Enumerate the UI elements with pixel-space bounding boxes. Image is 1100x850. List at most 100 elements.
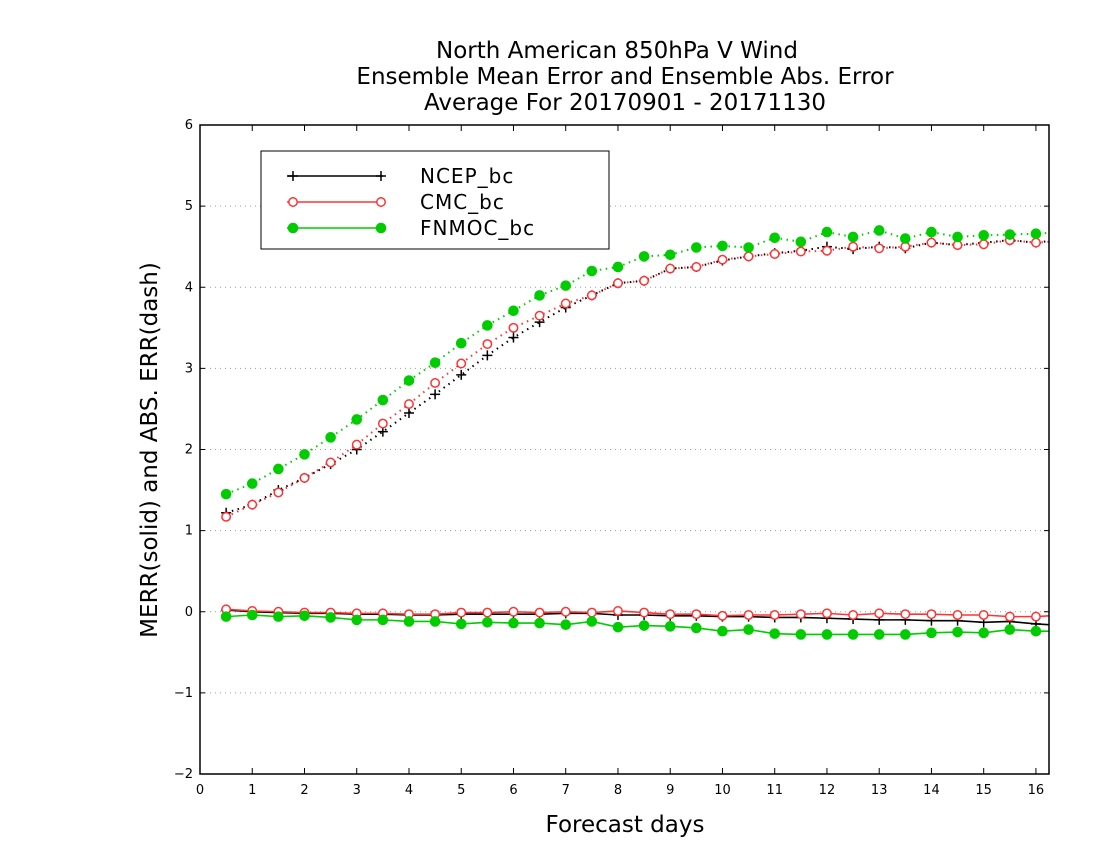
x-tick-label: 12 bbox=[819, 783, 836, 798]
legend-label: CMC_bc bbox=[420, 190, 505, 214]
cmc-bc-merr-point bbox=[874, 608, 885, 619]
x-tick-label: 9 bbox=[666, 783, 674, 798]
cmc-bc-abs-err-point bbox=[586, 290, 597, 301]
x-tick-label: 1 bbox=[248, 783, 256, 798]
fnmoc-bc-merr-point bbox=[873, 629, 885, 640]
fnmoc-bc-merr-point bbox=[638, 620, 650, 631]
cmc-bc-merr-point bbox=[482, 607, 493, 618]
fnmoc-bc-abs-err-point bbox=[638, 251, 650, 262]
fnmoc-bc-merr-point bbox=[691, 622, 702, 634]
x-axis-label: Forecast days bbox=[546, 812, 705, 838]
cmc-bc-merr-point bbox=[900, 609, 911, 620]
fnmoc-bc-abs-err-point bbox=[455, 337, 467, 349]
cmc-bc-merr-point bbox=[639, 607, 650, 618]
fnmoc-bc-merr-point bbox=[455, 618, 467, 630]
y-tick-label: 1 bbox=[185, 524, 193, 539]
cmc-bc-abs-err-point bbox=[795, 246, 806, 257]
series-cmc-bc bbox=[221, 235, 1050, 622]
fnmoc-bc-merr-point bbox=[429, 616, 441, 627]
cmc-bc-abs-err-point bbox=[691, 262, 702, 272]
fnmoc-bc-abs-err-point bbox=[560, 280, 572, 291]
cmc-bc-merr-point bbox=[743, 610, 754, 620]
cmc-bc-abs-err-point bbox=[769, 249, 780, 259]
cmc-bc-abs-err-point bbox=[978, 239, 989, 250]
fnmoc-bc-abs-err-point bbox=[482, 320, 493, 331]
cmc-bc-merr-point bbox=[613, 605, 623, 616]
cmc-bc-abs-err-point bbox=[822, 245, 832, 256]
cmc-bc-abs-err-point bbox=[404, 399, 414, 410]
fnmoc-bc-abs-err-point bbox=[403, 375, 415, 386]
fnmoc-bc-abs-err-point bbox=[691, 242, 702, 253]
legend-label: FNMOC_bc bbox=[420, 216, 535, 240]
cmc-bc-abs-err-point bbox=[639, 275, 650, 286]
x-tick-label: 13 bbox=[871, 783, 888, 798]
cmc-bc-abs-err-point bbox=[325, 457, 336, 468]
x-tick-label: 16 bbox=[1028, 783, 1045, 798]
ncep-bc-abs-err-point bbox=[430, 389, 441, 400]
fnmoc-bc-abs-err-point bbox=[273, 463, 284, 475]
series-layer bbox=[220, 225, 1050, 640]
cmc-bc-merr-point bbox=[769, 610, 780, 620]
fnmoc-bc-merr-point bbox=[1030, 625, 1042, 637]
fnmoc-bc-abs-err-point bbox=[821, 226, 833, 238]
chart-title-line-2: Ensemble Mean Error and Ensemble Abs. Er… bbox=[356, 64, 894, 90]
ncep-bc-abs-err-line bbox=[225, 239, 1050, 514]
fnmoc-bc-abs-err-point bbox=[743, 242, 754, 253]
fnmoc-bc-abs-err-point bbox=[508, 305, 519, 317]
plot-area-frame bbox=[199, 124, 1050, 775]
y-tick-label: 2 bbox=[185, 443, 193, 458]
fnmoc-bc-abs-err-point bbox=[795, 236, 807, 248]
fnmoc-bc-merr-point bbox=[795, 629, 807, 640]
x-tick-label: 5 bbox=[457, 783, 465, 798]
fnmoc-bc-merr-point bbox=[508, 617, 519, 629]
cmc-bc-abs-err-point bbox=[1030, 237, 1041, 248]
cmc-bc-abs-err-point bbox=[926, 237, 937, 248]
fnmoc-bc-abs-err-point bbox=[325, 432, 336, 443]
x-tick-label: 6 bbox=[509, 783, 517, 798]
cmc-bc-merr-point bbox=[978, 610, 989, 620]
y-axis-label: MERR(solid) and ABS. ERR(dash) bbox=[137, 262, 163, 638]
x-tick-label: 3 bbox=[353, 783, 361, 798]
fnmoc-bc-abs-err-point bbox=[900, 233, 911, 244]
series-fnmoc-bc bbox=[220, 225, 1050, 640]
cmc-bc-abs-err-point bbox=[613, 278, 623, 289]
x-tick-label: 4 bbox=[405, 783, 413, 798]
fnmoc-bc-abs-err-point bbox=[873, 225, 885, 236]
fnmoc-bc-merr-point bbox=[664, 621, 676, 632]
cmc-bc-abs-err-point bbox=[273, 487, 284, 498]
cmc-bc-merr-point bbox=[1030, 611, 1041, 622]
fnmoc-bc-abs-err-point bbox=[377, 394, 389, 406]
fnmoc-bc-merr-point bbox=[351, 614, 363, 626]
cmc-bc-merr-point bbox=[822, 608, 832, 619]
fnmoc-bc-abs-err-point bbox=[1004, 229, 1016, 240]
y-tick-label: 0 bbox=[185, 605, 193, 620]
cmc-bc-abs-err-point bbox=[299, 472, 310, 483]
y-tick-label: 6 bbox=[185, 118, 193, 133]
fnmoc-bc-abs-err-point bbox=[847, 231, 859, 243]
x-tick-label: 10 bbox=[714, 783, 731, 798]
x-tick-label: 8 bbox=[614, 783, 622, 798]
series-ncep-bc bbox=[221, 235, 1050, 629]
fnmoc-bc-abs-err-point bbox=[429, 357, 441, 368]
y-tick-label: 3 bbox=[185, 361, 193, 376]
fnmoc-bc-abs-err-point bbox=[926, 226, 937, 238]
ncep-bc-abs-err-point bbox=[482, 350, 493, 361]
legend-marker bbox=[375, 222, 387, 234]
fnmoc-bc-abs-err-point bbox=[586, 265, 598, 277]
cmc-bc-merr-point bbox=[926, 609, 937, 620]
fnmoc-bc-merr-point bbox=[978, 627, 989, 639]
fnmoc-bc-merr-point bbox=[847, 629, 859, 640]
fnmoc-bc-abs-err-line bbox=[225, 229, 1050, 496]
y-tick-label: −1 bbox=[174, 686, 193, 701]
cmc-bc-abs-err-point bbox=[874, 243, 885, 254]
cmc-bc-merr-point bbox=[534, 607, 545, 618]
cmc-bc-merr-point bbox=[795, 609, 806, 620]
cmc-bc-abs-err-point bbox=[743, 251, 754, 262]
fnmoc-bc-merr-point bbox=[560, 619, 572, 631]
fnmoc-bc-abs-err-point bbox=[220, 488, 232, 500]
fnmoc-bc-merr-point bbox=[299, 610, 310, 622]
cmc-bc-merr-point bbox=[717, 610, 728, 621]
fnmoc-bc-merr-point bbox=[246, 609, 258, 621]
fnmoc-bc-abs-err-point bbox=[1030, 228, 1042, 240]
legend-marker bbox=[288, 197, 298, 207]
